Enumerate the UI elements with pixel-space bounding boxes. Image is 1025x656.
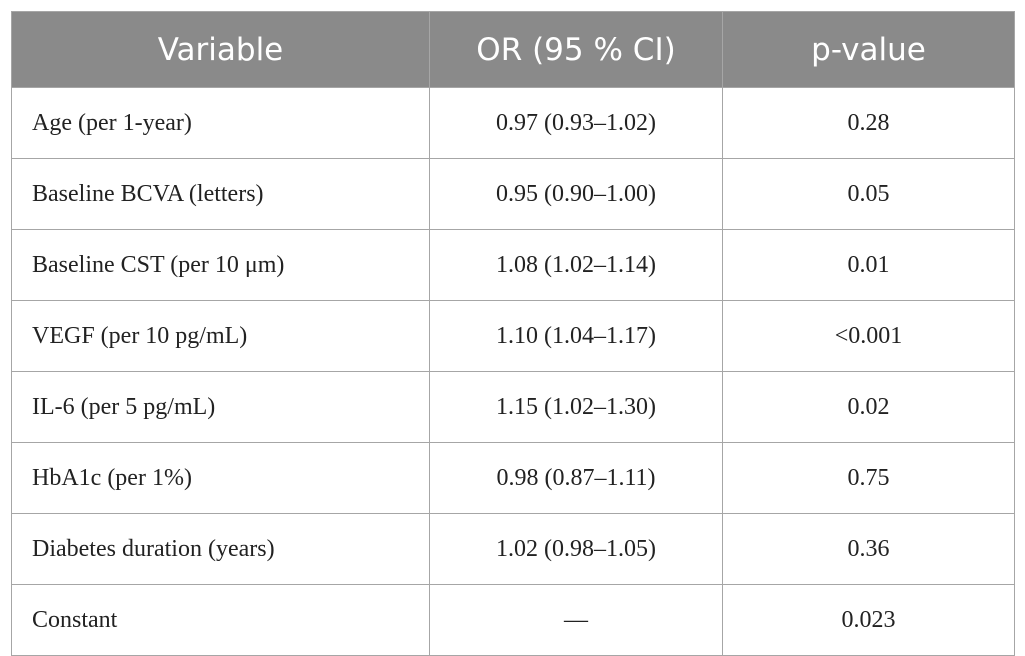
- table-cell: IL-6 (per 5 pg/mL): [11, 371, 430, 443]
- table-row: Baseline CST (per 10 μm) 1.08 (1.02–1.14)…: [11, 229, 1015, 301]
- table-cell: 1.02 (0.98–1.05): [429, 513, 723, 585]
- table-cell: HbA1c (per 1%): [11, 442, 430, 514]
- table-row: HbA1c (per 1%) 0.98 (0.87–1.11) 0.75: [11, 442, 1015, 514]
- table-cell: VEGF (per 10 pg/mL): [11, 300, 430, 372]
- table-cell: 0.01: [722, 229, 1015, 301]
- header-row: Variable OR (95 % CI) p-value: [11, 11, 1015, 88]
- table-cell: —: [429, 584, 723, 656]
- table-cell: 0.28: [722, 87, 1015, 159]
- results-table: Variable OR (95 % CI) p-value Age (per 1-y…: [11, 11, 1015, 656]
- column-header: p-value: [722, 11, 1015, 88]
- table-body: Age (per 1-year) 0.97 (0.93–1.02) 0.28 Base…: [11, 87, 1015, 656]
- table-row: VEGF (per 10 pg/mL) 1.10 (1.04–1.17) <0.00…: [11, 300, 1015, 372]
- table-cell: 0.02: [722, 371, 1015, 443]
- table-cell: Age (per 1-year): [11, 87, 430, 159]
- table-row: Constant —0.023: [11, 584, 1015, 656]
- table-cell: Diabetes duration (years): [11, 513, 430, 585]
- column-header: OR (95 % CI): [429, 11, 723, 88]
- table-cell: 1.10 (1.04–1.17): [429, 300, 723, 372]
- table-cell: 0.023: [722, 584, 1015, 656]
- table-cell: 0.36: [722, 513, 1015, 585]
- column-header: Variable: [11, 11, 430, 88]
- table-row: Age (per 1-year) 0.97 (0.93–1.02) 0.28: [11, 87, 1015, 159]
- table-cell: Constant: [11, 584, 430, 656]
- table-row: IL-6 (per 5 pg/mL) 1.15 (1.02–1.30) 0.02: [11, 371, 1015, 443]
- table-row: Diabetes duration (years) 1.02 (0.98–1.05…: [11, 513, 1015, 585]
- table-cell: 1.15 (1.02–1.30): [429, 371, 723, 443]
- table-row: Baseline BCVA (letters) 0.95 (0.90–1.00) 0…: [11, 158, 1015, 230]
- table-cell: 0.75: [722, 442, 1015, 514]
- table-cell: 0.98 (0.87–1.11): [429, 442, 723, 514]
- table-cell: <0.001: [722, 300, 1015, 372]
- table-cell: Baseline BCVA (letters): [11, 158, 430, 230]
- table-cell: 0.05: [722, 158, 1015, 230]
- table-cell: Baseline CST (per 10 μm): [11, 229, 430, 301]
- table-cell: 0.95 (0.90–1.00): [429, 158, 723, 230]
- table-cell: 1.08 (1.02–1.14): [429, 229, 723, 301]
- table-cell: 0.97 (0.93–1.02): [429, 87, 723, 159]
